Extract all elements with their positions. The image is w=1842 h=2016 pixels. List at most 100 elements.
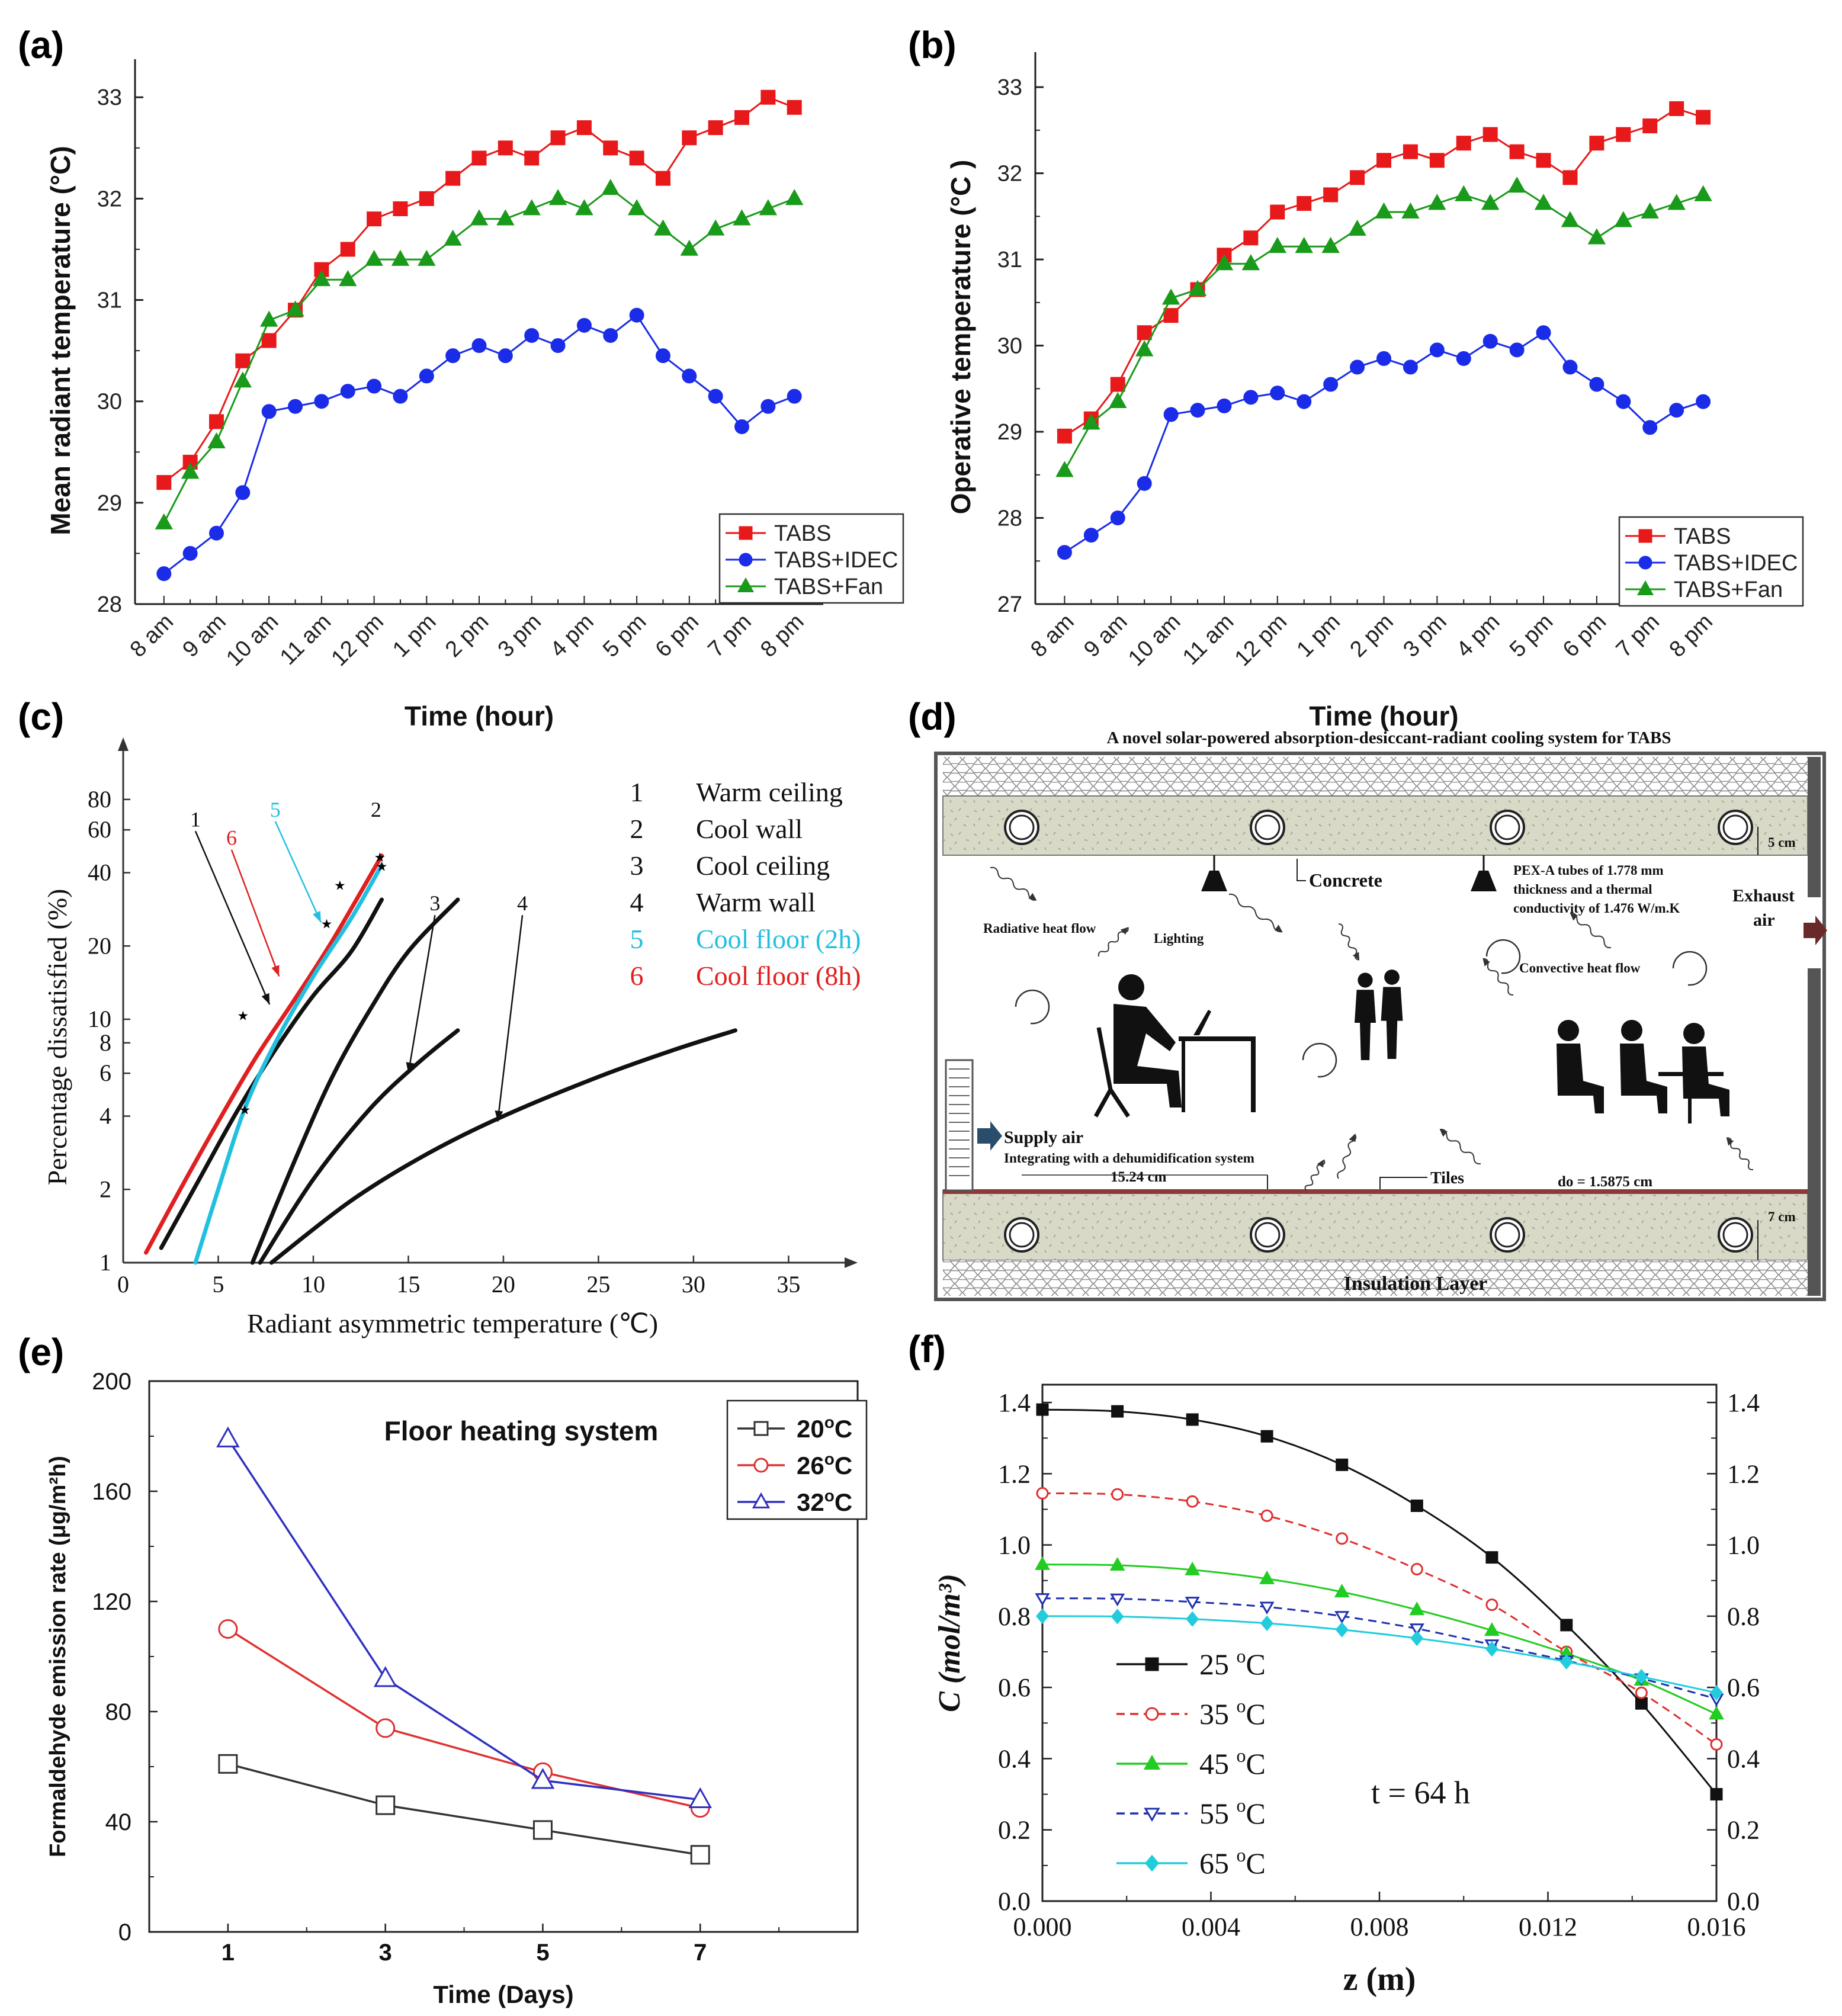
legend-label: 26oC [797, 1450, 852, 1479]
data-point [1482, 333, 1498, 349]
top-insulation [943, 757, 1808, 796]
data-point [1428, 194, 1446, 210]
data-point [419, 368, 434, 384]
data-point [1709, 1706, 1724, 1720]
x-tick-label: 5 pm [1505, 609, 1558, 662]
data-point [1536, 153, 1551, 168]
series-curve-55 [1042, 1597, 1717, 1700]
x-tick-label: 0.008 [1350, 1912, 1409, 1941]
data-point [286, 300, 304, 317]
heat-flow-arrow [1304, 1159, 1326, 1191]
legend-label: Cool ceiling [696, 850, 830, 881]
convection-loop-arrow [1672, 951, 1708, 986]
data-point [1190, 403, 1205, 418]
legend-number: 6 [630, 961, 644, 991]
data-point [690, 1845, 710, 1865]
y-tick-label-right: 0.2 [1727, 1816, 1760, 1845]
data-point [182, 545, 198, 561]
meeting-person-head [1621, 1020, 1642, 1041]
x-tick-label: 1 [222, 1940, 235, 1966]
wavy-arrow-head [1570, 913, 1578, 921]
y-tick-label: 20 [88, 932, 111, 959]
data-point [1241, 254, 1260, 271]
x-tick-label: 10 [301, 1271, 325, 1298]
degree-sign: o [824, 1487, 835, 1505]
lighting-label: Lighting [1154, 931, 1204, 946]
data-point [1710, 1738, 1723, 1751]
data-point [1409, 1623, 1424, 1636]
dehumidification-label: Integrating with a dehumidification syst… [1004, 1151, 1254, 1166]
degree-sign: o [1237, 1844, 1246, 1866]
data-point [1111, 1609, 1124, 1625]
data-point [155, 513, 173, 529]
wavy-arrow-head [1482, 958, 1490, 967]
data-point [1260, 1615, 1274, 1632]
degree-sign: o [1237, 1645, 1246, 1667]
data-point [1082, 413, 1100, 430]
office-chair [1093, 1027, 1130, 1118]
legend-label: Warm ceiling [696, 777, 843, 807]
top-slab-thickness-label: 5 cm [1768, 835, 1796, 850]
legend-label: TABS [774, 521, 831, 546]
celsius-unit: C [1246, 1797, 1266, 1830]
data-point [1215, 254, 1234, 271]
y-tick-label: 80 [88, 786, 111, 813]
desk-leg [1182, 1041, 1185, 1112]
legend-label: 20oC [797, 1413, 852, 1443]
y-tick-label: 40 [105, 1809, 132, 1835]
wavy-arrow-head [1349, 1134, 1356, 1142]
y-tick-label-right: 1.0 [1727, 1531, 1760, 1560]
y-tick-label-right: 1.2 [1727, 1459, 1760, 1488]
data-point [233, 371, 252, 388]
legend-label: 45 oC [1199, 1745, 1266, 1780]
convective-heat-flow-arrow [1482, 958, 1514, 996]
data-point [1186, 1495, 1199, 1508]
data-point [1485, 1598, 1498, 1611]
x-tick-label: 10 am [222, 609, 283, 671]
pex-tube-label: thickness and a thermal [1513, 882, 1652, 897]
star-marker: ★ [239, 1103, 251, 1118]
data-point [218, 1619, 238, 1639]
legend-label: TABS+IDEC [774, 548, 898, 573]
curve-label: 3 [429, 891, 440, 915]
data-point [1455, 185, 1473, 201]
data-point [1485, 1641, 1498, 1657]
data-point [1334, 1584, 1350, 1598]
y-tick-label: 0.6 [998, 1673, 1031, 1702]
seated-person-body [1113, 1004, 1182, 1107]
y-tick-label: 80 [105, 1699, 132, 1725]
meeting-person-body [1620, 1044, 1667, 1113]
person-body [1381, 987, 1403, 1059]
x-tick-label: 30 [682, 1271, 705, 1298]
pipe-tube-inner [1254, 814, 1281, 840]
data-point [1534, 194, 1553, 210]
data-point [524, 328, 540, 343]
data-point [1410, 1563, 1423, 1576]
x-tick-label: 3 [379, 1940, 392, 1966]
data-point [419, 191, 434, 206]
legend-label: 55 oC [1199, 1795, 1266, 1830]
data-point [376, 1795, 396, 1815]
series-line-tabs-idec [163, 314, 795, 574]
y-tick-label: 32 [997, 162, 1022, 187]
data-point [235, 485, 251, 500]
y-tick-label: 30 [997, 334, 1022, 359]
data-point [1635, 1686, 1648, 1699]
data-point [207, 432, 226, 449]
chart-title: Floor heating system [384, 1415, 659, 1446]
data-point [1295, 236, 1313, 253]
pipe-tube-inner [1009, 1222, 1035, 1248]
panel-label: (a) [18, 24, 64, 66]
x-tick-label: 8 am [1026, 609, 1079, 662]
data-point [208, 414, 224, 429]
desk-leg [1251, 1041, 1256, 1112]
legend-marker [1638, 529, 1652, 543]
pipe-tube-inner [1009, 814, 1035, 840]
data-point [1217, 398, 1232, 413]
data-point [1560, 1619, 1573, 1632]
legend-marker [1638, 556, 1652, 570]
y-tick-label: 160 [92, 1479, 131, 1505]
star-marker: ★ [321, 917, 333, 932]
